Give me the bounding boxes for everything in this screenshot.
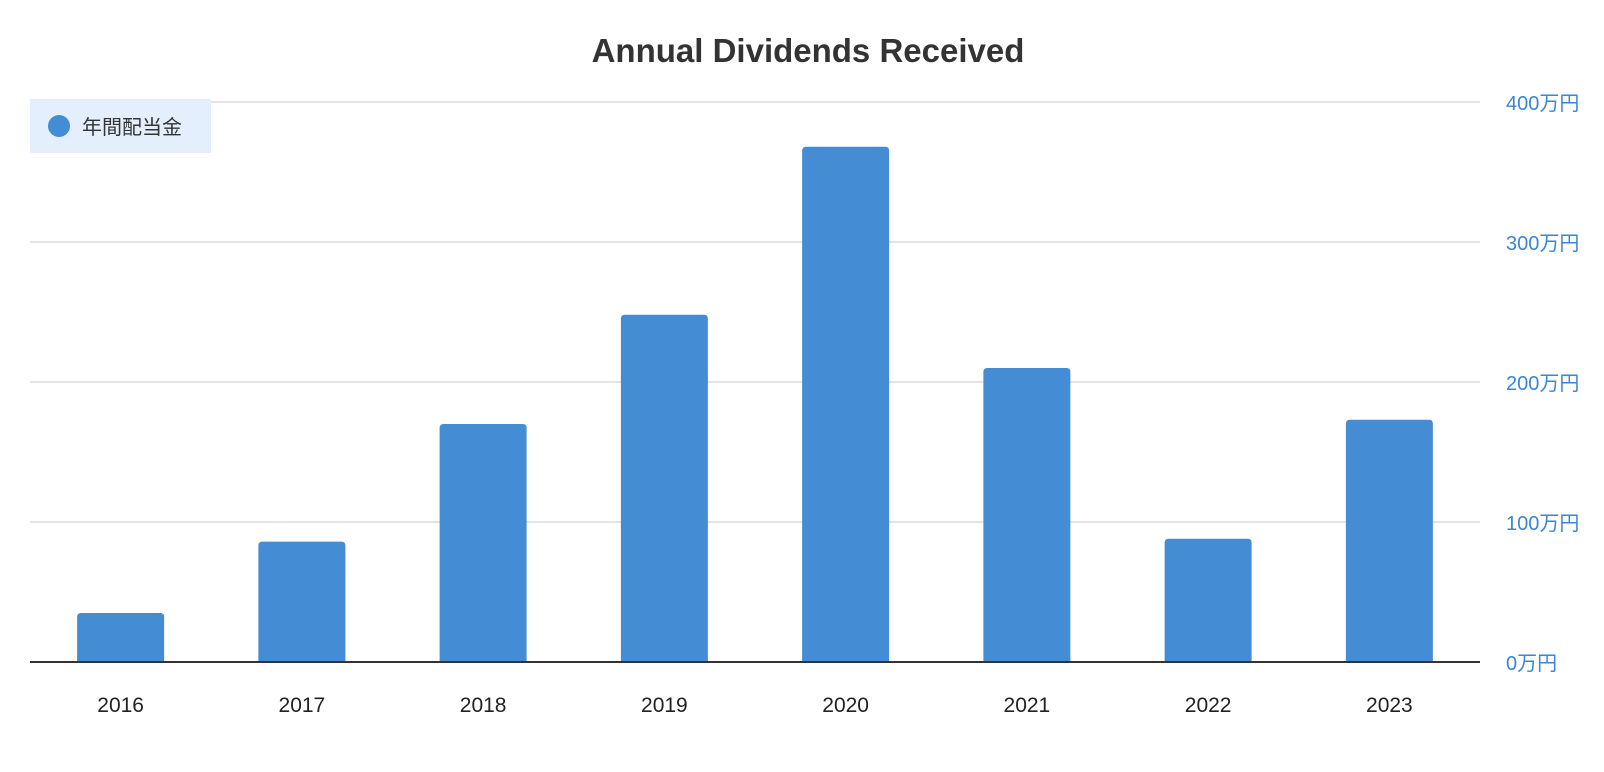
- x-tick-label: 2017: [279, 694, 326, 717]
- x-tick-label: 2018: [460, 694, 507, 717]
- chart-title: Annual Dividends Received: [592, 32, 1025, 69]
- y-axis-ticks: 0万円 100万円 200万円 300万円 400万円: [1506, 93, 1579, 675]
- legend-marker-icon: [48, 115, 70, 137]
- y-tick-label: 200万円: [1506, 373, 1579, 395]
- bar-2021[interactable]: [983, 368, 1071, 662]
- x-axis-ticks: 2016 2017 2018 2019 2020 2021 2022 2023: [97, 694, 1412, 717]
- bar-2023[interactable]: [1345, 419, 1433, 662]
- legend[interactable]: 年間配当金: [30, 99, 211, 153]
- legend-label: 年間配当金: [82, 115, 182, 139]
- bar-2020[interactable]: [802, 146, 890, 663]
- x-tick-label: 2021: [1004, 694, 1051, 717]
- grid-lines: [30, 101, 1480, 523]
- y-tick-label: 0万円: [1506, 653, 1557, 675]
- bars: [77, 146, 1433, 663]
- x-tick-label: 2016: [97, 694, 144, 717]
- y-tick-label: 300万円: [1506, 233, 1579, 255]
- bar-2022[interactable]: [1164, 538, 1252, 662]
- y-tick-label: 100万円: [1506, 513, 1579, 535]
- bar-2019[interactable]: [620, 314, 708, 662]
- bar-2018[interactable]: [439, 424, 527, 662]
- x-tick-label: 2019: [641, 694, 688, 717]
- x-tick-label: 2022: [1185, 694, 1232, 717]
- x-tick-label: 2023: [1366, 694, 1413, 717]
- bar-2017[interactable]: [258, 541, 346, 662]
- x-tick-label: 2020: [822, 694, 869, 717]
- bar-2016[interactable]: [77, 613, 165, 662]
- y-tick-label: 400万円: [1506, 93, 1579, 115]
